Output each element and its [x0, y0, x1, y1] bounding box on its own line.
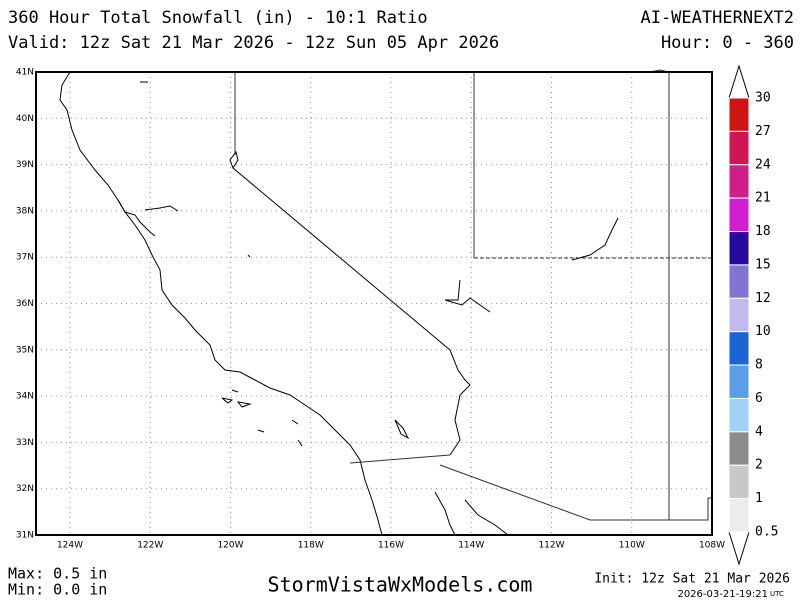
legend-label: 21: [755, 191, 771, 206]
legend-swatch: [728, 130, 750, 166]
lon-label: 122W: [137, 541, 163, 551]
map-frame: [35, 71, 713, 536]
legend-label: 10: [755, 324, 771, 339]
lat-label: 38N: [16, 206, 34, 216]
title: 360 Hour Total Snowfall (in) - 10:1 Rati…: [8, 8, 428, 28]
legend-label: 1: [755, 491, 763, 506]
lat-label: 31N: [16, 531, 34, 541]
hour-range: Hour: 0 - 360: [661, 33, 794, 53]
lon-label: 112W: [538, 541, 564, 551]
lon-label: 120W: [217, 541, 243, 551]
legend-label: 12: [755, 291, 771, 306]
lat-label: 33N: [16, 438, 34, 448]
legend-swatch: [728, 431, 750, 466]
legend-label: 27: [755, 124, 771, 139]
legend-arrow-bottom: [728, 531, 750, 566]
legend-swatch: [728, 264, 750, 299]
lat-label: 37N: [16, 253, 34, 263]
lat-label: 34N: [16, 392, 34, 402]
legend-label: 6: [755, 391, 763, 406]
timezone: UTC: [770, 590, 784, 598]
lat-label: 40N: [16, 114, 34, 124]
lon-label: 114W: [458, 541, 484, 551]
legend-swatch: [728, 464, 750, 500]
lon-label: 116W: [378, 541, 404, 551]
timestamp: 2026-03-21-19:21: [677, 589, 768, 600]
legend-swatch: [728, 97, 750, 132]
legend-label: 24: [755, 157, 771, 172]
site-name: StormVistaWxModels.com: [268, 573, 533, 597]
lat-label: 39N: [16, 160, 34, 170]
legend-label: 30: [755, 91, 771, 106]
legend-swatch: [728, 231, 750, 266]
legend-swatch: [728, 297, 750, 333]
lat-label: 35N: [16, 345, 34, 355]
geography: [59, 69, 712, 536]
legend-swatch: [728, 364, 750, 399]
valid-time: Valid: 12z Sat 21 Mar 2026 - 12z Sun 05 …: [8, 33, 499, 53]
lon-label: 108W: [699, 541, 725, 551]
legend-label: 2: [755, 458, 763, 473]
legend-label: 0.5: [755, 525, 778, 540]
lat-label: 41N: [16, 68, 34, 78]
legend-arrow-top: [728, 64, 750, 99]
lon-label: 110W: [619, 541, 645, 551]
lat-label: 36N: [16, 299, 34, 309]
max-value: Max: 0.5 in: [8, 565, 107, 583]
legend-label: 8: [755, 358, 763, 373]
legend-label: 15: [755, 257, 771, 272]
lon-label: 124W: [57, 541, 83, 551]
legend-swatch: [728, 331, 750, 366]
legend-swatch: [728, 197, 750, 233]
legend-swatch: [728, 164, 750, 199]
model: AI-WEATHERNEXT2: [640, 8, 794, 28]
legend-swatch: [728, 397, 750, 433]
min-value: Min: 0.0 in: [8, 581, 107, 599]
legend-swatch: [728, 498, 750, 533]
init-time: Init: 12z Sat 21 Mar 2026: [594, 572, 790, 587]
lon-label: 118W: [298, 541, 324, 551]
legend-label: 4: [755, 424, 763, 439]
lat-label: 32N: [16, 484, 34, 494]
legend-label: 18: [755, 224, 771, 239]
